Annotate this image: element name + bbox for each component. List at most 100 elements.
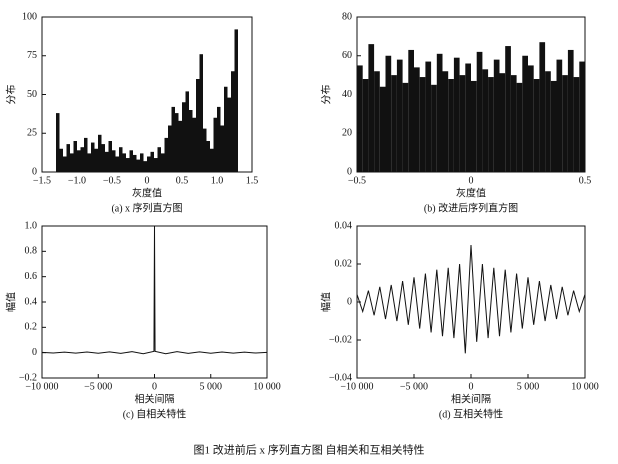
y-tick-label: 0.2 (25, 322, 38, 333)
bar (115, 156, 119, 172)
bar (573, 77, 580, 172)
bar (562, 75, 568, 172)
bar (431, 84, 437, 172)
bar (488, 77, 494, 172)
bar (70, 153, 74, 172)
line (356, 244, 586, 354)
y-tick-label: 0.8 (25, 246, 38, 257)
bar (442, 71, 449, 172)
x-tick-label: 10 000 (253, 381, 281, 392)
y-tick-label: 0.4 (25, 296, 38, 307)
bar (465, 63, 471, 172)
x-tick-label: 0.5 (579, 175, 592, 186)
x-tick-label: 5 000 (517, 381, 540, 392)
bar (217, 106, 221, 172)
bar (98, 134, 102, 172)
bar (101, 144, 105, 172)
bar (210, 148, 214, 172)
bar (203, 128, 207, 172)
bar (493, 59, 500, 172)
bar (140, 153, 144, 172)
bar (136, 159, 140, 172)
subplot: −0.04 −0.02 0 0.02 0.04 −10 000 −5 000 0 5 000 10… (319, 220, 598, 420)
bar (108, 141, 112, 172)
subplot: 0 25 50 75 100 −1.5 −1.0 −0.5 0 0.5 1.0 1.5 灰度值 (a) x… (5, 11, 258, 214)
bar (231, 71, 235, 172)
bar (122, 153, 126, 172)
bar (402, 82, 409, 172)
y-tick-label: 0 (32, 166, 37, 177)
bar (505, 46, 511, 172)
bar (182, 102, 186, 172)
y-tick-label: 75 (27, 50, 37, 61)
bar (476, 51, 483, 172)
bar (499, 73, 506, 172)
bar (522, 55, 528, 172)
bar (168, 125, 172, 172)
y-axis-label: 幅值 (319, 292, 332, 312)
bar (436, 53, 443, 172)
bar (471, 80, 477, 172)
x-tick-label: −10 000 (25, 381, 58, 392)
bar (192, 117, 196, 172)
bar (175, 113, 179, 172)
x-tick-label: −10 000 (340, 381, 373, 392)
y-axis-label: 分布 (5, 85, 17, 105)
subplot-caption: (d) 互相关特性 (439, 407, 503, 420)
bar (59, 148, 63, 172)
bar (196, 79, 200, 172)
y-tick-label: 0 (347, 296, 352, 307)
bar (73, 141, 77, 172)
y-tick-label: −0.04 (329, 372, 352, 383)
x-tick-label: 0 (469, 175, 474, 186)
bar (448, 79, 454, 172)
x-axis-label: 灰度值 (132, 186, 162, 199)
bar (227, 97, 231, 172)
y-tick-label: 0 (347, 166, 352, 177)
x-tick-label: 10 000 (571, 381, 599, 392)
bar (66, 144, 70, 172)
bar (419, 77, 426, 172)
bar (112, 150, 116, 172)
bar (396, 59, 403, 172)
bar (94, 148, 98, 172)
bar (178, 120, 182, 172)
bar (56, 113, 60, 172)
subplot-caption: (b) 改进后序列直方图 (424, 201, 518, 214)
bar (143, 161, 147, 172)
bar (199, 54, 203, 173)
bar (385, 55, 392, 172)
y-tick-label: 0.6 (25, 271, 38, 282)
y-tick-label: 20 (342, 128, 352, 139)
x-tick-label: 0 (469, 381, 474, 392)
bar (84, 137, 88, 172)
bar (189, 110, 193, 172)
bar (213, 117, 217, 172)
bar (539, 42, 546, 172)
y-tick-label: 0.04 (335, 220, 353, 231)
bar (362, 79, 369, 172)
bar (408, 49, 414, 172)
bar (206, 141, 210, 172)
bar (63, 156, 67, 172)
bar (129, 150, 133, 172)
bar (550, 80, 557, 172)
x-tick-label: −1.5 (33, 175, 51, 186)
y-tick-label: −0.2 (19, 372, 37, 383)
y-tick-label: 0 (32, 347, 37, 358)
bar (482, 69, 489, 172)
bar (126, 158, 130, 172)
y-axis-label: 幅值 (4, 292, 17, 312)
x-tick-label: 1.0 (211, 175, 224, 186)
x-tick-label: −5 000 (84, 381, 112, 392)
bar (357, 65, 363, 172)
bar (105, 151, 109, 172)
bar (164, 137, 168, 172)
bar (368, 44, 375, 172)
bar (77, 150, 81, 172)
bar (379, 86, 386, 172)
y-tick-label: 80 (342, 11, 352, 22)
